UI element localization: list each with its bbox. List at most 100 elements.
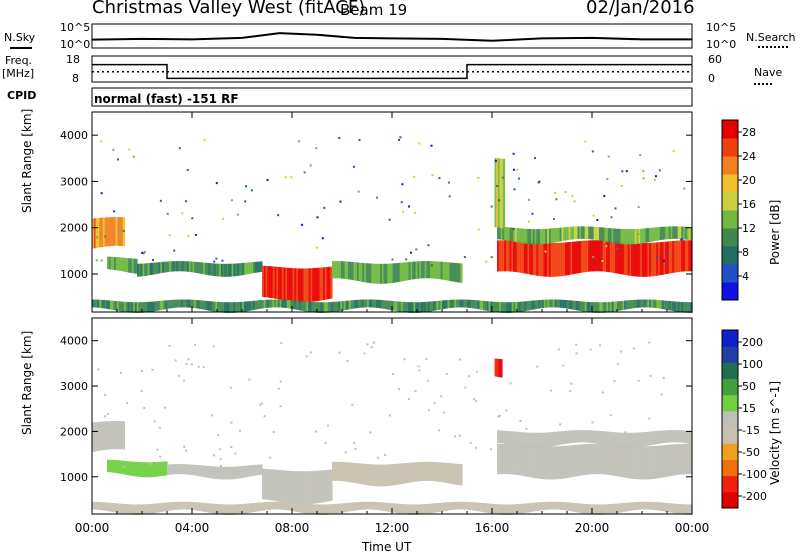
echo-cell — [631, 229, 634, 245]
sparse-echo — [509, 382, 512, 385]
echo-cell — [674, 503, 677, 514]
echo-cell — [424, 504, 427, 515]
echo-cell — [638, 242, 641, 277]
echo-cell — [261, 300, 265, 309]
echo-cell — [381, 502, 384, 511]
echo-cell — [317, 470, 321, 504]
echo-cell — [558, 299, 561, 308]
sparse-echo — [113, 210, 116, 213]
echo-cell — [424, 261, 427, 279]
echo-cell — [595, 240, 598, 272]
sparse-echo — [104, 415, 107, 418]
echo-cell — [125, 504, 129, 515]
echo-cell — [538, 300, 541, 309]
echo-cell — [399, 463, 403, 485]
echo-cell — [153, 262, 156, 275]
echo-cell — [549, 299, 552, 308]
echo-cell — [437, 261, 440, 279]
echo-cell — [658, 242, 661, 276]
echo-cell — [352, 300, 356, 309]
echo-cell — [163, 261, 167, 273]
echo-cell — [590, 504, 593, 515]
sparse-echo — [236, 213, 239, 216]
echo-cell — [509, 302, 513, 313]
echo-cell — [250, 503, 254, 513]
echo-cell — [505, 443, 509, 475]
echo-cell — [333, 461, 337, 481]
echo-cell — [417, 504, 420, 515]
echo-cell — [256, 464, 260, 476]
echo-cell — [222, 263, 226, 277]
echo-cell — [647, 299, 650, 308]
colorbar-frame — [721, 329, 739, 509]
echo-cell — [392, 503, 395, 513]
echo-cell — [424, 301, 427, 313]
echo-cell — [475, 502, 479, 512]
echo-cell — [638, 446, 641, 480]
echo-cell — [374, 501, 377, 510]
echo-cell — [306, 471, 310, 505]
echo-cell — [261, 502, 265, 511]
echo-cell — [170, 261, 174, 272]
sparse-echo — [474, 446, 477, 449]
echo-cell — [517, 301, 520, 313]
sparse-echo — [445, 372, 448, 375]
echo-cell — [303, 471, 306, 505]
sparse-echo — [174, 359, 177, 362]
echo-cell — [631, 300, 634, 309]
echo-cell — [545, 446, 548, 480]
echo-cell — [283, 470, 286, 503]
echo-cell — [618, 432, 622, 448]
sparse-echo — [518, 177, 521, 180]
echo-cell — [582, 226, 586, 239]
echo-cell — [538, 432, 541, 448]
echo-cell — [108, 217, 111, 247]
echo-cell — [511, 443, 514, 475]
echo-cell — [665, 445, 668, 477]
echo-cell — [408, 302, 411, 313]
echo-cell — [258, 300, 261, 309]
echo-cell — [530, 445, 534, 478]
echo-region — [332, 461, 463, 487]
echo-cell — [615, 432, 618, 447]
echo-cell — [615, 503, 618, 514]
echo-cell — [597, 430, 600, 444]
sparse-echo — [609, 444, 612, 447]
sparse-echo — [637, 379, 640, 382]
echo-cell — [529, 445, 532, 478]
echo-cell — [253, 464, 256, 476]
echo-cell — [195, 300, 198, 309]
echo-cell — [592, 302, 595, 313]
echo-cell — [336, 301, 340, 312]
echo-cell — [326, 266, 330, 300]
echo-cell — [267, 266, 270, 298]
echo-cell — [350, 300, 354, 309]
echo-cell — [395, 503, 398, 514]
echo-cell — [640, 243, 643, 277]
echo-cell — [142, 504, 145, 515]
echo-cell — [262, 265, 265, 297]
echo-cell — [690, 240, 693, 272]
echo-cell — [690, 430, 693, 444]
echo-cell — [509, 431, 512, 445]
echo-cell — [397, 301, 400, 312]
echo-cell — [554, 446, 557, 480]
echo-cell — [650, 501, 654, 510]
freq-line — [92, 63, 692, 80]
echo-cell — [632, 242, 636, 277]
echo-cell — [428, 461, 431, 481]
echo-cell — [318, 504, 322, 515]
echo-cell — [269, 266, 272, 298]
echo-cell — [383, 300, 386, 309]
echo-cell — [327, 504, 331, 515]
echo-cell — [317, 504, 320, 515]
echo-cell — [584, 503, 588, 514]
sparse-echo — [376, 196, 379, 199]
echo-cell — [238, 504, 241, 515]
echo-cell — [369, 263, 372, 284]
echo-cell — [114, 257, 117, 271]
echo-cell — [199, 300, 202, 310]
echo-cell — [581, 240, 584, 273]
echo-cell — [611, 503, 615, 514]
